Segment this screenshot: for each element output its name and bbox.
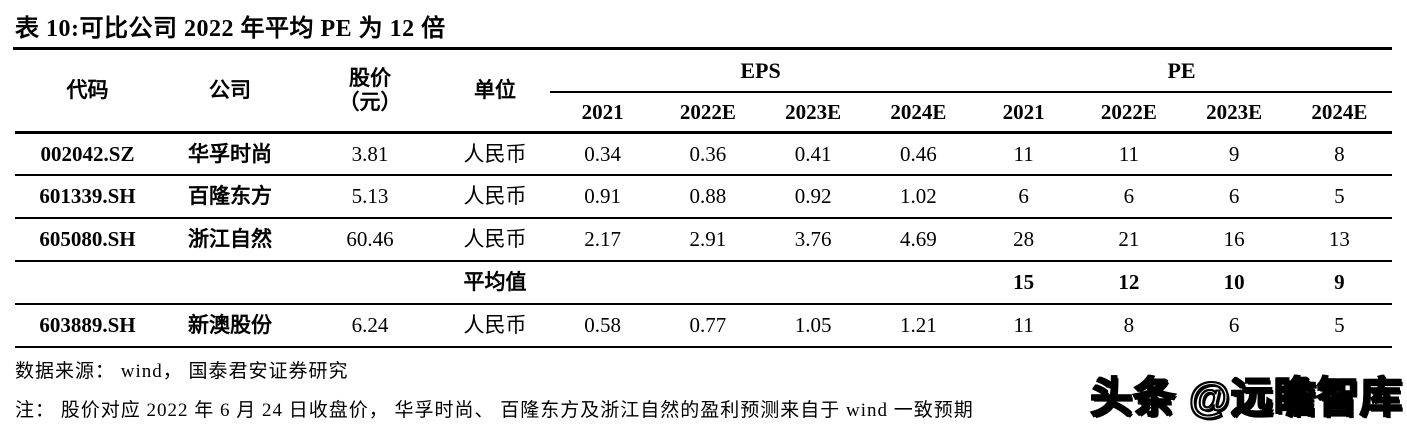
cell-pe-2022e: 6	[1076, 175, 1182, 219]
cell-code	[15, 261, 160, 305]
cell-price: 3.81	[300, 132, 440, 176]
title-divider	[13, 47, 1392, 50]
col-header-pe-2024e: 2024E	[1286, 92, 1393, 134]
cell-eps-2022e: 2.91	[655, 218, 761, 262]
cell-pe-2024e: 8	[1286, 132, 1393, 176]
cell-code: 002042.SZ	[15, 132, 160, 176]
cell-eps-2021: 2.17	[550, 218, 656, 262]
cell-pe-2022e: 8	[1076, 304, 1182, 348]
cell-company	[160, 261, 300, 305]
col-header-eps-2024e: 2024E	[865, 92, 972, 134]
cell-pe-2024e: 5	[1286, 175, 1393, 219]
col-header-code: 代码	[15, 50, 160, 134]
cell-unit: 人民币	[440, 132, 550, 176]
cell-pe-2021: 15	[971, 261, 1077, 305]
cell-pe-2024e: 9	[1286, 261, 1393, 305]
cell-eps-2022e: 0.36	[655, 132, 761, 176]
footnote-line: 注： 股价对应 2022 年 6 月 24 日收盘价， 华孚时尚、 百隆东方及浙…	[15, 400, 974, 421]
col-header-pe-2021: 2021	[971, 92, 1077, 134]
cell-eps-2023e: 0.41	[760, 132, 866, 176]
cell-average-label: 平均值	[440, 261, 550, 305]
col-header-price: 股价 （元）	[300, 50, 440, 134]
page-title: 表 10:可比公司 2022 年平均 PE 为 12 倍	[15, 16, 446, 42]
cell-eps-2023e: 0.92	[760, 175, 866, 219]
cell-eps-2024e: 4.69	[865, 218, 972, 262]
cell-eps-2023e: 1.05	[760, 304, 866, 348]
cell-eps-2021: 0.34	[550, 132, 656, 176]
cell-pe-2023e: 16	[1181, 218, 1287, 262]
price-label: 股价	[349, 66, 391, 91]
cell-code: 603889.SH	[15, 304, 160, 348]
cell-eps-2022e: 0.88	[655, 175, 761, 219]
cell-price	[300, 261, 440, 305]
cell-price: 5.13	[300, 175, 440, 219]
cell-company: 浙江自然	[160, 218, 300, 262]
cell-eps-2023e: 3.76	[760, 218, 866, 262]
col-header-eps-2022e: 2022E	[655, 92, 761, 134]
col-header-eps-2023e: 2023E	[760, 92, 866, 134]
cell-pe-2024e: 13	[1286, 218, 1393, 262]
cell-pe-2021: 11	[971, 132, 1077, 176]
table-row-zhejiang: 605080.SH 浙江自然 60.46 人民币 2.17 2.91 3.76 …	[15, 218, 1393, 262]
col-header-pe-2022e: 2022E	[1076, 92, 1182, 134]
cell-pe-2022e: 21	[1076, 218, 1182, 262]
cell-price: 60.46	[300, 218, 440, 262]
cell-eps-2021: 0.58	[550, 304, 656, 348]
col-group-eps: EPS	[550, 50, 972, 93]
cell-pe-2021: 28	[971, 218, 1077, 262]
cell-pe-2024e: 5	[1286, 304, 1393, 348]
cell-eps-2024e: 1.21	[865, 304, 972, 348]
cell-eps-2021	[550, 261, 656, 305]
cell-unit: 人民币	[440, 304, 550, 348]
cell-eps-2022e	[655, 261, 761, 305]
data-source-line: 数据来源： wind， 国泰君安证券研究	[15, 361, 349, 382]
cell-pe-2022e: 12	[1076, 261, 1182, 305]
cell-company: 新澳股份	[160, 304, 300, 348]
cell-unit: 人民币	[440, 218, 550, 262]
cell-pe-2021: 6	[971, 175, 1077, 219]
comparable-companies-table: 代码 公司 股价 （元） 单位 EPS PE 2021 2022E 2023E …	[15, 50, 1393, 348]
cell-pe-2022e: 11	[1076, 132, 1182, 176]
cell-unit: 人民币	[440, 175, 550, 219]
table-row-xinao: 603889.SH 新澳股份 6.24 人民币 0.58 0.77 1.05 1…	[15, 304, 1393, 348]
cell-pe-2023e: 9	[1181, 132, 1287, 176]
col-group-pe: PE	[971, 50, 1393, 93]
cell-eps-2022e: 0.77	[655, 304, 761, 348]
cell-pe-2023e: 6	[1181, 304, 1287, 348]
cell-eps-2024e: 1.02	[865, 175, 972, 219]
col-header-eps-2021: 2021	[550, 92, 656, 134]
cell-pe-2023e: 10	[1181, 261, 1287, 305]
table-row-bailong: 601339.SH 百隆东方 5.13 人民币 0.91 0.88 0.92 1…	[15, 175, 1393, 219]
table-row-huafu: 002042.SZ 华孚时尚 3.81 人民币 0.34 0.36 0.41 0…	[15, 132, 1393, 176]
col-header-unit: 单位	[440, 50, 550, 134]
table-row-average: 平均值 15 12 10 9	[15, 261, 1393, 305]
watermark-toutiao: 头条 @远瞻智库	[1089, 373, 1403, 422]
cell-eps-2021: 0.91	[550, 175, 656, 219]
cell-price: 6.24	[300, 304, 440, 348]
price-unit-label: （元）	[338, 90, 402, 115]
cell-code: 601339.SH	[15, 175, 160, 219]
cell-pe-2023e: 6	[1181, 175, 1287, 219]
cell-company: 百隆东方	[160, 175, 300, 219]
cell-code: 605080.SH	[15, 218, 160, 262]
cell-eps-2024e	[865, 261, 972, 305]
cell-pe-2021: 11	[971, 304, 1077, 348]
col-header-pe-2023e: 2023E	[1181, 92, 1287, 134]
cell-company: 华孚时尚	[160, 132, 300, 176]
col-header-company: 公司	[160, 50, 300, 134]
cell-eps-2024e: 0.46	[865, 132, 972, 176]
cell-eps-2023e	[760, 261, 866, 305]
